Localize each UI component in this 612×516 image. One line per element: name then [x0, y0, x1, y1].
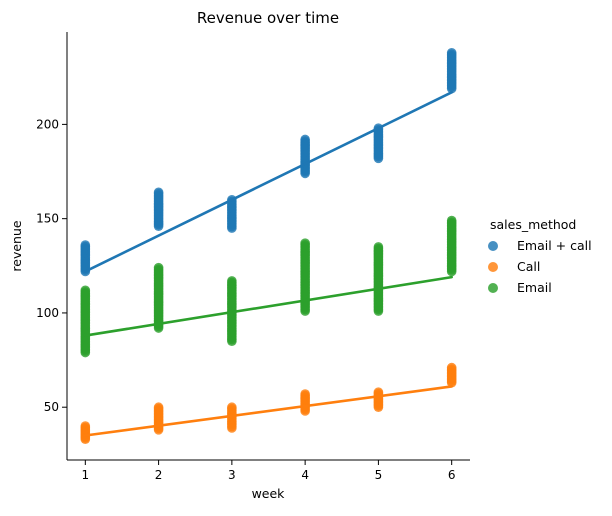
fit-line — [84, 275, 453, 337]
legend-items: Email + call Call Email — [488, 238, 592, 295]
legend-marker — [488, 262, 498, 272]
legend-marker — [488, 283, 498, 293]
data-point — [446, 266, 457, 277]
x-axis-label: week — [252, 486, 286, 501]
fit-line — [84, 91, 453, 273]
y-tick-label: 200 — [36, 117, 59, 131]
data-point — [300, 406, 310, 416]
fit-lines-layer — [84, 91, 453, 437]
data-point — [80, 347, 91, 358]
x-tick-label: 1 — [81, 468, 89, 482]
legend-label: Email + call — [517, 238, 592, 253]
data-point — [153, 221, 164, 232]
legend-label: Email — [517, 280, 552, 295]
points-layer — [80, 47, 457, 445]
legend-marker — [488, 241, 498, 251]
y-ticks: 50 100 150 200 — [36, 117, 67, 414]
y-tick-label: 100 — [36, 306, 59, 320]
data-point — [446, 83, 457, 94]
chart-title: Revenue over time — [197, 9, 339, 27]
x-tick-label: 5 — [375, 468, 383, 482]
data-point — [300, 168, 310, 179]
x-tick-label: 4 — [301, 468, 309, 482]
data-point — [300, 306, 310, 316]
data-point — [80, 434, 91, 445]
y-axis-label: revenue — [9, 220, 24, 271]
data-point — [227, 336, 237, 347]
legend-title: sales_method — [490, 217, 576, 232]
legend-label: Call — [517, 259, 540, 274]
data-point — [373, 153, 384, 164]
legend: sales_method Email + call Call Email — [488, 217, 592, 295]
x-ticks: 1 2 3 4 5 6 — [81, 460, 456, 482]
y-tick-label: 150 — [36, 212, 59, 226]
x-tick-label: 3 — [228, 468, 236, 482]
data-point — [373, 402, 384, 413]
y-tick-label: 50 — [44, 400, 59, 414]
data-point — [227, 423, 237, 433]
data-point — [446, 377, 457, 388]
data-point — [153, 323, 164, 333]
x-tick-label: 6 — [448, 468, 456, 482]
data-point — [373, 306, 384, 316]
fit-line — [84, 385, 453, 437]
data-point — [153, 425, 164, 435]
data-point — [227, 223, 237, 233]
x-tick-label: 2 — [155, 468, 163, 482]
